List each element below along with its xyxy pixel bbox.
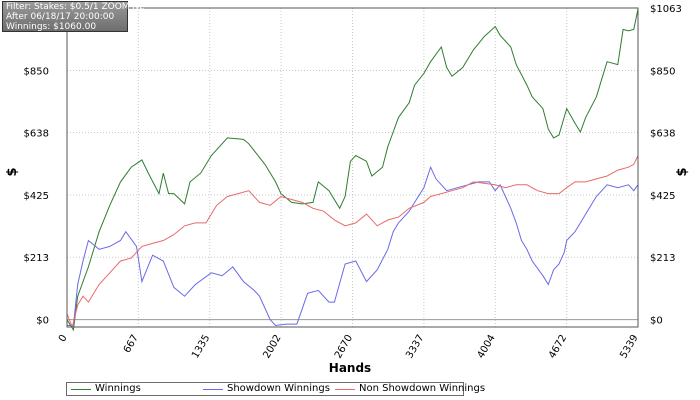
y-tick-label-left: $213 bbox=[24, 253, 49, 264]
x-tick-label: 3337 bbox=[404, 333, 426, 361]
legend: Winnings Showdown Winnings Non Showdown … bbox=[66, 382, 485, 396]
series-lines bbox=[66, 8, 639, 332]
x-tick-label: 4004 bbox=[476, 333, 498, 361]
y-tick-label-right: $638 bbox=[650, 129, 675, 140]
y-tick-label-right: $0 bbox=[650, 316, 663, 327]
x-tick-label: 1335 bbox=[190, 333, 212, 361]
filter-date-text: After 06/18/17 20:00:00 bbox=[6, 12, 115, 22]
x-axis-title: Hands bbox=[329, 361, 371, 375]
legend-swatch-showdown bbox=[203, 389, 223, 390]
y-tick-label-right: $1063 bbox=[650, 4, 682, 15]
x-tick-label: 0 bbox=[57, 333, 70, 344]
gridlines bbox=[66, 7, 639, 327]
plot-frame bbox=[66, 7, 639, 328]
legend-swatch-non-showdown bbox=[335, 389, 355, 390]
y-tick-label-right: $850 bbox=[650, 66, 675, 77]
series-line-0 bbox=[66, 8, 639, 332]
y-tick-label-left: $638 bbox=[24, 129, 49, 140]
y-axis-title-left: $ bbox=[5, 167, 20, 176]
x-tick-label: 2002 bbox=[261, 333, 283, 361]
y-tick-label-right: $213 bbox=[650, 253, 675, 264]
axes bbox=[66, 7, 639, 328]
x-tick-label: 667 bbox=[122, 333, 141, 355]
filter-stakes-text: Filter: Stakes: $0.5/1 ZOOM NL bbox=[6, 2, 145, 12]
legend-label-winnings: Winnings bbox=[95, 383, 141, 394]
legend-label-showdown: Showdown Winnings bbox=[227, 383, 330, 394]
x-tick-label: 4672 bbox=[547, 333, 569, 361]
y-tick-label-left: $425 bbox=[24, 191, 49, 202]
series-line-2 bbox=[66, 155, 639, 329]
series-line-1 bbox=[67, 165, 639, 327]
legend-label-non-showdown: Non Showdown Winnings bbox=[359, 383, 486, 394]
filter-info-box: Filter: Stakes: $0.5/1 ZOOM NL After 06/… bbox=[2, 1, 145, 32]
x-tick-label: 2670 bbox=[333, 333, 355, 361]
y-tick-label-left: $850 bbox=[24, 66, 49, 77]
x-tick-label: 5339 bbox=[618, 333, 640, 361]
filter-winnings-text: Winnings: $1060.00 bbox=[6, 22, 97, 32]
y-tick-label-right: $425 bbox=[650, 191, 675, 202]
y-axis-title-right: $ bbox=[675, 167, 690, 176]
y-tick-label-left: $0 bbox=[36, 316, 49, 327]
legend-swatch-winnings bbox=[71, 389, 91, 390]
